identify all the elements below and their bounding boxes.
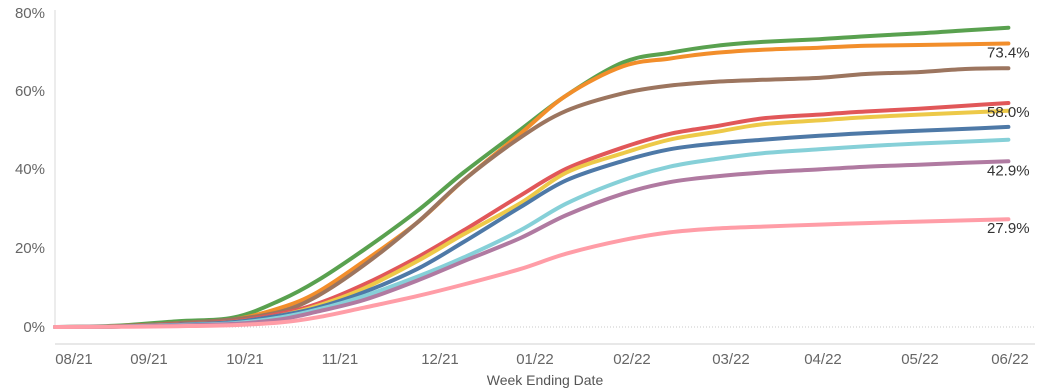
x-tick-label: 11/21 bbox=[322, 351, 358, 368]
x-tick-label: 05/22 bbox=[901, 351, 939, 368]
series-end-label: 27.9% bbox=[987, 220, 1030, 237]
y-tick-label: 0% bbox=[23, 319, 45, 336]
x-axis-ticks: 08/21 09/21 10/21 11/21 12/21 01/22 02/2… bbox=[55, 351, 1029, 368]
series-end-label: 58.0% bbox=[987, 104, 1030, 121]
series-end-label: 42.9% bbox=[987, 162, 1030, 179]
series-line-8 bbox=[53, 159, 1011, 329]
y-tick-label: 40% bbox=[15, 161, 45, 178]
series-line-4 bbox=[53, 101, 1011, 329]
series-line-6 bbox=[53, 124, 1011, 329]
series-line-9 bbox=[53, 217, 1011, 329]
series-line-5 bbox=[53, 108, 1011, 329]
y-tick-label: 80% bbox=[15, 5, 45, 22]
series-end-label: 73.4% bbox=[987, 45, 1030, 62]
y-tick-label: 20% bbox=[15, 240, 45, 257]
x-tick-label: 08/21 bbox=[55, 351, 93, 368]
y-tick-label: 60% bbox=[15, 83, 45, 100]
series-layer bbox=[53, 25, 1011, 329]
x-axis-title: Week Ending Date bbox=[487, 372, 604, 388]
x-tick-label: 10/21 bbox=[226, 351, 264, 368]
series-line-2 bbox=[53, 41, 1011, 329]
x-tick-label: 12/21 bbox=[421, 351, 459, 368]
x-tick-label: 06/22 bbox=[991, 351, 1029, 368]
x-tick-label: 09/21 bbox=[130, 351, 168, 368]
y-axis-ticks: 0% 20% 40% 60% 80% bbox=[15, 5, 45, 336]
x-tick-label: 04/22 bbox=[804, 351, 842, 368]
x-tick-label: 02/22 bbox=[613, 351, 651, 368]
x-tick-label: 03/22 bbox=[712, 351, 750, 368]
end-labels-layer: 73.4% 58.0% 42.9% 27.9% bbox=[987, 45, 1030, 238]
x-tick-label: 01/22 bbox=[516, 351, 554, 368]
